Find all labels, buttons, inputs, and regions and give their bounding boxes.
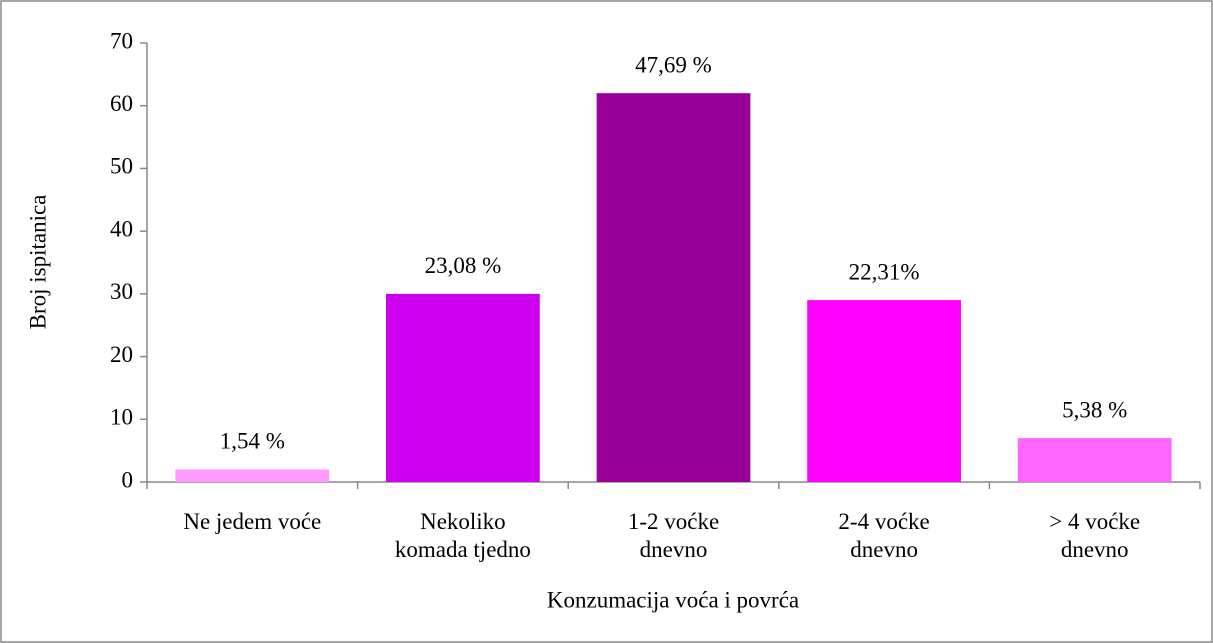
y-tick-label: 0 [122, 467, 134, 492]
y-tick-label: 10 [110, 405, 133, 430]
bar [807, 300, 961, 482]
x-tick-label: Ne jedem voće [183, 509, 322, 534]
bar [1017, 438, 1172, 482]
x-tick-label: > 4 voćke dnevno [1049, 509, 1141, 562]
x-tick-label: 2-4 voćke dnevno [838, 509, 930, 562]
y-tick-label: 60 [110, 91, 133, 116]
y-tick-label: 30 [110, 279, 133, 304]
bar [386, 293, 540, 482]
x-tick-label: 1-2 voćke dnevno [627, 509, 720, 562]
y-tick-label: 50 [110, 154, 133, 179]
data-label: 5,38 % [1062, 397, 1127, 422]
y-tick-label: 70 [110, 28, 133, 53]
x-tick-label: Nekoliko komada tjedno [394, 509, 531, 562]
x-axis-title: Konzumacija voća i povrća [547, 587, 799, 612]
data-label: 22,31% [849, 259, 920, 284]
y-axis-title: Broj ispitanica [25, 195, 50, 330]
y-tick-label: 20 [110, 342, 133, 367]
data-label: 23,08 % [425, 253, 502, 278]
bar [596, 93, 751, 483]
bar [175, 469, 330, 482]
data-label: 47,69 % [635, 52, 712, 77]
data-label: 1,54 % [220, 429, 285, 454]
y-tick-label: 40 [110, 216, 133, 241]
